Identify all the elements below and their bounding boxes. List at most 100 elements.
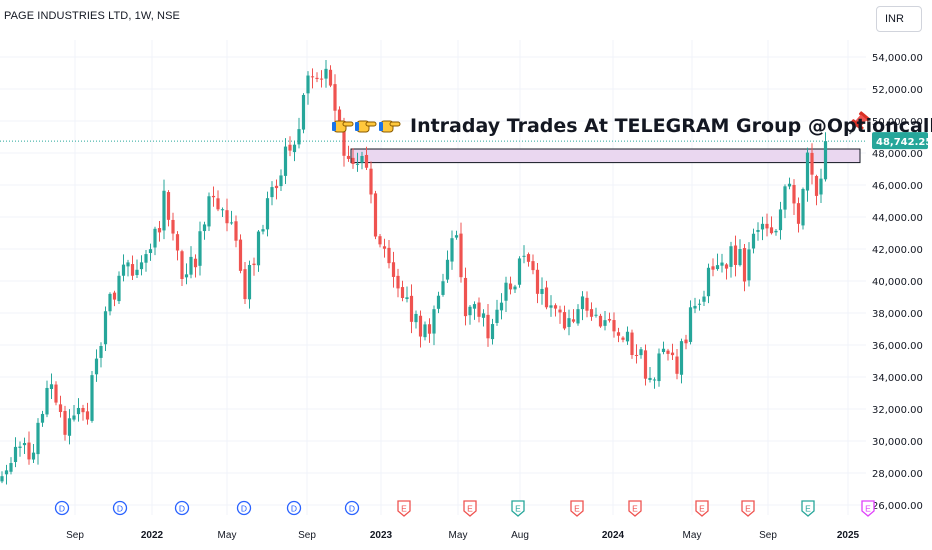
dividend-marker-icon[interactable]: D <box>54 500 70 516</box>
earnings-marker-icon[interactable]: E <box>463 500 477 517</box>
annotation-text: Intraday Trades At TELEGRAM Group @Optio… <box>410 115 932 137</box>
candle-body <box>225 210 229 224</box>
candle-body <box>607 318 612 321</box>
candle-body <box>625 331 630 342</box>
candle-body <box>432 309 436 334</box>
candle-body <box>126 262 130 267</box>
earnings-marker-icon[interactable]: E <box>741 500 755 517</box>
candle-body <box>175 234 180 251</box>
candle-body <box>63 410 67 435</box>
svg-text:E: E <box>401 504 407 514</box>
candle-body <box>180 251 184 280</box>
candle-body <box>85 411 90 420</box>
candle-body <box>535 269 540 294</box>
candle-body <box>711 266 715 270</box>
candle-body <box>774 230 778 233</box>
candle-body <box>27 442 31 460</box>
candle-body <box>67 418 72 436</box>
earnings-marker-icon[interactable]: E <box>801 500 815 517</box>
candle-body <box>792 184 796 204</box>
time-tick-label: Sep <box>759 530 777 541</box>
candle-body <box>742 248 747 282</box>
candle-body <box>715 265 720 270</box>
time-axis[interactable]: Sep 2022 May Sep 2023 May Aug 2024 May Sep 2025 <box>66 530 859 541</box>
dividend-marker-icon[interactable]: D <box>236 500 252 516</box>
earnings-marker-icon[interactable]: E <box>695 500 709 517</box>
annotation-icons <box>332 111 870 135</box>
candle-body <box>414 313 418 323</box>
candle-body <box>576 309 580 324</box>
dividend-marker-icon[interactable]: D <box>174 500 190 516</box>
hand-pointing-right-icon <box>355 120 377 133</box>
candle-body <box>778 209 783 231</box>
price-tick-label: 48,000.00 <box>872 149 923 160</box>
earnings-marker-icon[interactable]: E <box>397 500 411 517</box>
candle-body <box>459 233 463 278</box>
last-price-badge: 48,742.25 <box>872 132 932 150</box>
candle-body <box>769 227 774 234</box>
candle-body <box>508 283 513 290</box>
candle-body <box>184 274 189 278</box>
candle-body <box>454 235 459 238</box>
price-tick-label: 46,000.00 <box>872 181 923 192</box>
svg-text:E: E <box>699 504 705 514</box>
candle-body <box>355 163 360 165</box>
candle-body <box>9 463 13 472</box>
candle-body <box>819 178 823 195</box>
svg-text:D: D <box>291 504 297 514</box>
candle-body <box>661 348 666 353</box>
time-tick-label: 2022 <box>141 530 164 541</box>
price-tick-label: 36,000.00 <box>872 341 923 352</box>
hand-pointing-right-icon <box>332 120 354 133</box>
candle-body <box>621 337 625 340</box>
dividend-marker-icon[interactable]: D <box>344 500 360 516</box>
candle-body <box>207 196 211 227</box>
candle-body <box>94 358 99 375</box>
candle-body <box>202 224 207 232</box>
dividend-marker-icon[interactable]: D <box>112 500 128 516</box>
currency-selector[interactable]: INR <box>876 6 922 32</box>
candle-body <box>36 422 40 455</box>
svg-text:E: E <box>574 504 580 514</box>
candle-body <box>796 203 801 224</box>
last-price-badge-bg <box>872 132 928 150</box>
candle-body <box>630 332 634 355</box>
candle-body <box>297 129 301 145</box>
time-tick-label: 2023 <box>370 530 393 541</box>
dividend-marker-icon[interactable]: D <box>286 500 302 516</box>
candle-body <box>117 275 121 302</box>
earnings-marker-icon[interactable]: E <box>570 500 584 517</box>
candle-body <box>675 356 679 374</box>
candle-body <box>315 77 319 79</box>
time-tick-label: May <box>683 530 702 541</box>
candle-body <box>670 352 675 356</box>
candle-body <box>823 141 828 180</box>
resistance-zone[interactable] <box>350 148 861 164</box>
candle-body <box>342 120 346 156</box>
annotation[interactable]: Intraday Trades At TELEGRAM Group @Optio… <box>332 110 932 138</box>
earnings-marker-icon[interactable]: E <box>628 500 642 517</box>
candle-body <box>40 413 45 423</box>
candle-body <box>306 75 310 94</box>
candle-body <box>157 228 162 233</box>
candle-body <box>436 295 441 309</box>
pushpin-icon <box>849 111 870 135</box>
candle-body <box>544 287 549 308</box>
candle-body <box>328 69 333 86</box>
candle-body <box>517 258 522 285</box>
earnings-marker-icon[interactable]: E <box>511 500 525 517</box>
candle-body <box>783 186 787 210</box>
price-tick-label: 28,000.00 <box>872 469 923 480</box>
svg-text:D: D <box>241 504 247 514</box>
candle-body <box>351 157 355 164</box>
candle-body <box>234 221 238 241</box>
candle-body <box>378 236 382 245</box>
candle-body <box>787 183 792 187</box>
candle-body <box>319 78 324 80</box>
price-axis[interactable]: 54,000.00 52,000.00 50,000.00 48,000.00 46,0… <box>872 53 923 512</box>
earnings-marker-icon[interactable]: E <box>861 500 875 517</box>
time-tick-label: 2024 <box>602 530 625 541</box>
candle-body <box>139 262 144 270</box>
